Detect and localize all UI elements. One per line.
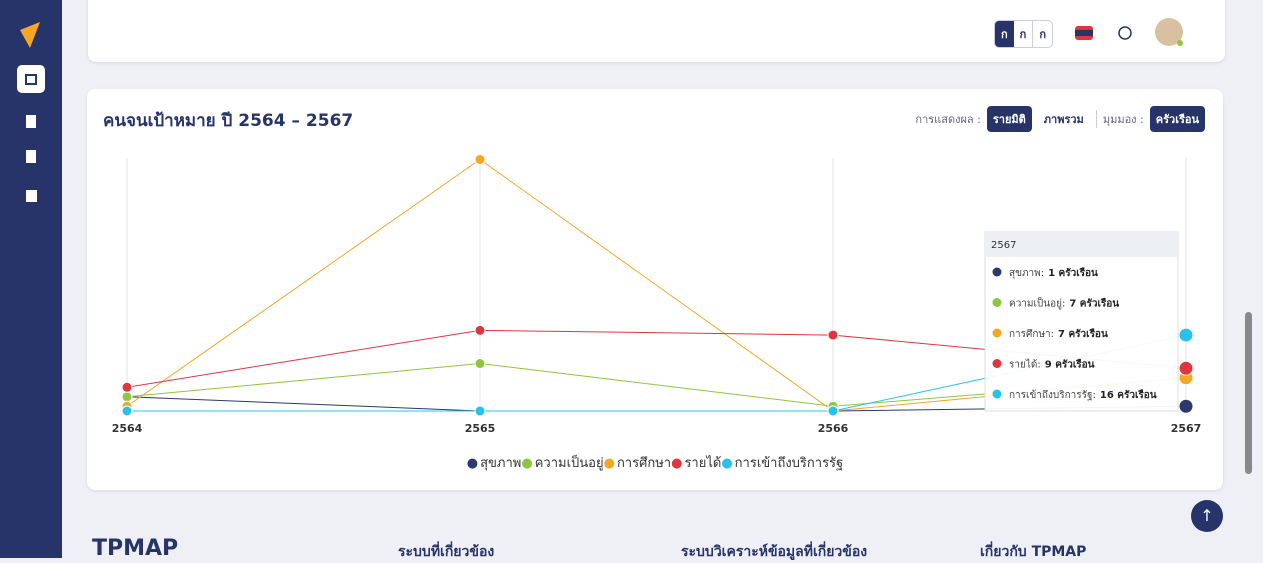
- tooltip-marker: [993, 268, 1002, 277]
- tooltip-row: สุขภาพ: 1 ครัวเรือน: [1009, 267, 1098, 279]
- data-point: [475, 406, 485, 416]
- data-point: [475, 325, 485, 335]
- legend-marker: ●: [521, 456, 532, 471]
- footer-heading: เกี่ยวกับ TPMAP: [980, 541, 1086, 563]
- legend-label: ความเป็นอยู่: [535, 453, 604, 471]
- x-tick-label: 2567: [1171, 422, 1202, 435]
- tooltip-row: รายได้: 9 ครัวเรือน: [1009, 359, 1095, 371]
- data-point: [1179, 399, 1193, 413]
- data-point: [122, 382, 132, 392]
- tooltip-value: 9 ครัวเรือน: [1045, 359, 1095, 371]
- data-point: [828, 330, 838, 340]
- tooltip-row: ความเป็นอยู่: 7 ครัวเรือน: [1009, 296, 1119, 310]
- legend-label: การเข้าถึงบริการรัฐ: [735, 456, 844, 471]
- tooltip-label: การเข้าถึงบริการรัฐ:: [1009, 389, 1096, 401]
- page: ก ก ก คนจนเป้าหมาย ปี 2564 – 2567 การแสด…: [0, 0, 1263, 558]
- tooltip-label: การศึกษา:: [1009, 328, 1054, 340]
- footer-heading: ระบบวิเคราะห์ข้อมูลที่เกี่ยวข้อง: [681, 541, 867, 563]
- legend-label: รายได้: [684, 455, 721, 471]
- tooltip-row: การเข้าถึงบริการรัฐ: 16 ครัวเรือน: [1009, 389, 1157, 401]
- data-point: [1179, 361, 1193, 375]
- data-point: [1179, 328, 1193, 342]
- legend-label: การศึกษา: [617, 456, 671, 471]
- footer-logo: TPMAP: [92, 536, 178, 561]
- tooltip-label: รายได้:: [1009, 359, 1041, 371]
- scroll-top-button[interactable]: ↑: [1191, 500, 1223, 532]
- legend-marker: ●: [721, 456, 732, 471]
- tooltip-value: 16 ครัวเรือน: [1100, 389, 1157, 401]
- tooltip-row: การศึกษา: 7 ครัวเรือน: [1009, 328, 1108, 340]
- scroll-thumb[interactable]: [1245, 312, 1252, 474]
- legend-label: สุขภาพ: [480, 456, 521, 471]
- tooltip: [985, 232, 1178, 411]
- data-point: [828, 406, 838, 416]
- tooltip-label: สุขภาพ:: [1009, 268, 1044, 279]
- tooltip-marker: [993, 298, 1002, 307]
- footer-heading: ระบบที่เกี่ยวข้อง: [398, 541, 494, 563]
- data-point: [122, 406, 132, 416]
- scrollbar: [1245, 10, 1252, 550]
- legend-marker: ●: [467, 456, 478, 471]
- tooltip-value: 7 ครัวเรือน: [1069, 298, 1119, 310]
- tooltip-value: 7 ครัวเรือน: [1058, 328, 1108, 340]
- tooltip-marker: [993, 359, 1002, 368]
- data-point: [475, 154, 485, 164]
- tooltip-value: 1 ครัวเรือน: [1048, 267, 1098, 279]
- tooltip-title: 2567: [991, 240, 1016, 251]
- legend-marker: ●: [671, 456, 682, 471]
- tooltip-label: ความเป็นอยู่:: [1009, 296, 1065, 310]
- x-tick-label: 2566: [818, 422, 849, 435]
- x-tick-label: 2565: [465, 422, 496, 435]
- data-point: [122, 392, 132, 402]
- legend: ●สุขภาพ●ความเป็นอยู่●การศึกษา●รายได้●การ…: [467, 453, 843, 471]
- x-tick-label: 2564: [112, 422, 143, 435]
- tooltip-marker: [993, 329, 1002, 338]
- legend-marker: ●: [604, 456, 615, 471]
- data-point: [475, 359, 485, 369]
- tooltip-marker: [993, 390, 1002, 399]
